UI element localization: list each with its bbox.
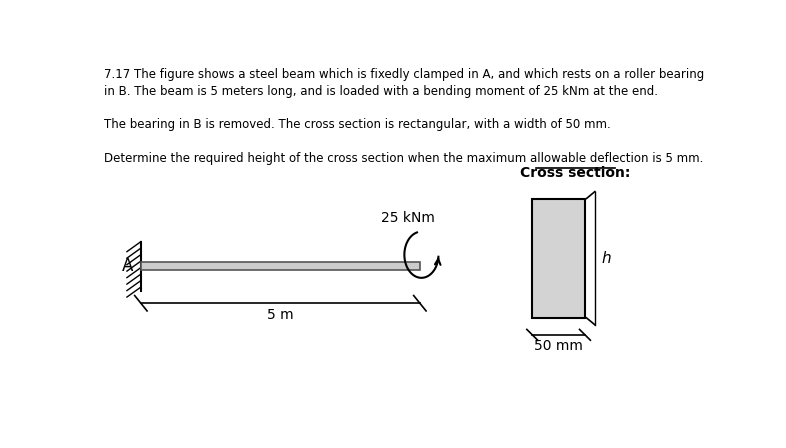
Text: 5 m: 5 m [267, 308, 294, 322]
Text: h: h [601, 251, 611, 266]
Text: Cross section:: Cross section: [520, 166, 631, 180]
Polygon shape [532, 198, 585, 318]
Text: 7.17 The figure shows a steel beam which is fixedly clamped in A, and which rest: 7.17 The figure shows a steel beam which… [105, 68, 705, 81]
Text: The bearing in B is removed. The cross section is rectangular, with a width of 5: The bearing in B is removed. The cross s… [105, 118, 612, 131]
Text: A: A [122, 257, 133, 275]
Text: Determine the required height of the cross section when the maximum allowable de: Determine the required height of the cro… [105, 152, 703, 165]
Text: 50 mm: 50 mm [534, 340, 583, 353]
Text: in B. The beam is 5 meters long, and is loaded with a bending moment of 25 kNm a: in B. The beam is 5 meters long, and is … [105, 85, 659, 98]
Polygon shape [141, 263, 420, 270]
Text: 25 kNm: 25 kNm [380, 211, 435, 225]
